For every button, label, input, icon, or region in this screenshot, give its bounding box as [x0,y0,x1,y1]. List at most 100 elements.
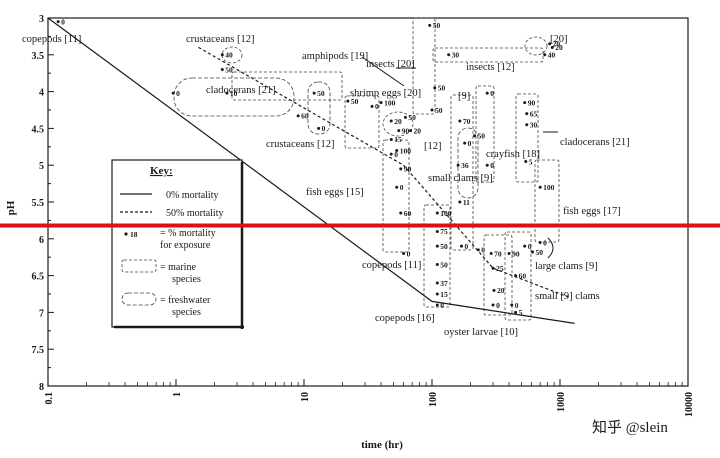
data-point-label: 0 [440,301,444,310]
data-point-label: 70 [494,249,502,258]
data-point [220,68,224,72]
data-point [523,101,527,105]
data-point-label: 65 [530,109,538,118]
species-label: fish eggs [15] [306,187,364,198]
species-label: large clams [9] [535,261,598,272]
data-point-label: 0 [176,89,180,98]
data-point-label: 100 [440,209,452,218]
legend-freshwater-line1: = freshwater [160,295,211,306]
marine-box [432,47,544,63]
marine-box [515,93,539,183]
data-point [56,20,60,24]
data-point [225,91,229,95]
data-point-label: 15 [440,290,448,299]
data-point-label: 90 [402,126,410,135]
data-point-label: 11 [463,198,470,207]
marine-box [504,231,532,321]
data-point-label: 37 [440,279,448,288]
data-point [399,167,403,171]
data-point [435,229,439,233]
data-point-label: 0 [322,124,326,133]
species-label: crayfish [18] [486,149,540,160]
data-point-label: 20 [553,40,561,49]
data-point [538,240,542,244]
legend-marker-line2: for exposure [160,240,211,251]
x-tick-label: 10000 [684,392,695,417]
data-point-label: 50 [408,113,416,122]
data-point [543,53,547,57]
legend-marker-value: 18 [130,230,138,239]
x-tick-label: 100 [428,392,439,407]
data-point [507,252,511,256]
watermark-text: 知乎 @slein [592,419,668,436]
species-label: cladocerans [21] [206,85,276,96]
legend-zero-mortality: 0% mortality [166,190,219,201]
data-point [397,129,401,133]
data-point-label: 0 [394,150,398,159]
data-point [489,252,493,256]
data-point-label: 50 [536,248,544,257]
data-point [317,126,321,130]
zero-mortality-line [47,17,575,324]
species-label: copepods [16] [375,313,435,324]
y-tick-label: 6.5 [32,272,45,283]
data-point [389,152,393,156]
legend-marine-swatch [121,259,157,273]
y-tick-label: 4.5 [32,124,45,135]
y-tick-label: 6 [39,235,44,246]
data-point [428,23,432,27]
data-point [525,112,529,116]
data-point [435,244,439,248]
data-point-label: 15 [394,135,402,144]
data-point [389,119,393,123]
freshwater-box [221,46,243,64]
data-point [312,91,316,95]
mortality-lines [47,17,575,324]
data-point-label: 50 [440,242,448,251]
y-axis-ticks: 3 3.5 4 4.5 5 5.5 6 6.5 7 7.5 8 [32,14,54,393]
y-tick-label: 8 [39,382,44,393]
data-point-label: 0 [496,301,500,310]
data-point-label: 70 [463,117,471,126]
marine-box [344,95,380,149]
data-point-label: 50 [433,21,441,30]
marine-box [412,17,436,115]
data-point [409,129,413,133]
data-point [447,53,451,57]
data-point [389,137,393,141]
marine-box [450,94,474,251]
data-point [435,263,439,267]
data-point [402,252,406,256]
data-point [399,211,403,215]
data-point [458,119,462,123]
data-point [403,115,407,119]
species-label: cladocerans [21] [560,137,630,148]
fifty-mortality-line [198,46,571,299]
data-point-label: 50 [435,106,443,115]
species-label: small [9] clams [535,291,600,302]
data-point [296,114,300,118]
legend-marker-dot [124,232,128,236]
freshwater-box [457,127,479,199]
data-point [220,53,224,57]
marine-box [231,71,343,101]
data-point-label: 40 [225,51,233,60]
species-labels: copepods [11] crustaceans [12] amphipods… [22,34,630,338]
data-point [491,266,495,270]
data-point [550,45,554,49]
data-point-label: 0 [490,89,494,98]
y-tick-label: 4 [39,88,44,99]
x-axis-label: time (hr) [361,439,403,451]
data-point [523,244,527,248]
data-point [370,104,374,108]
legend-marine-line1: = marine [160,262,196,273]
legend-marine-line2: species [172,274,201,285]
freshwater-box [382,111,414,137]
data-point-label: 90 [528,98,536,107]
data-point [346,99,350,103]
data-point [491,303,495,307]
species-label: oyster larvae [10] [444,327,518,338]
y-axis-label: pH [5,200,17,215]
annotation-arrows [361,56,558,259]
data-point [514,310,518,314]
